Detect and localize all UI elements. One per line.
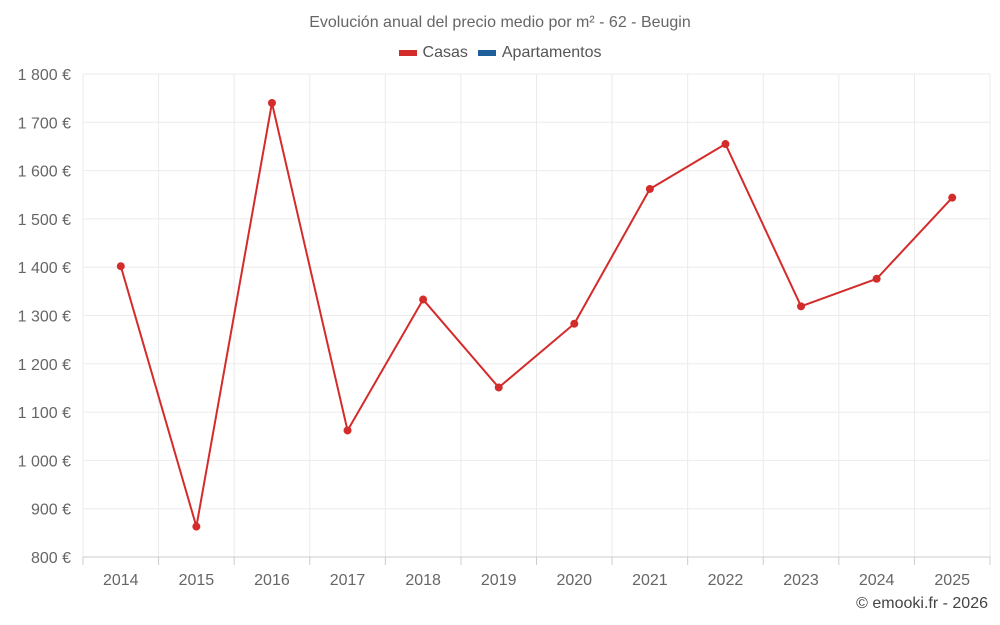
data-point: [948, 193, 957, 202]
y-tick-label: 1 300 €: [18, 309, 71, 326]
legend-label-casas: Casas: [422, 44, 468, 61]
legend: Casas Apartamentos: [0, 44, 1000, 62]
x-tick-label: 2024: [859, 572, 895, 589]
x-tick-label: 2023: [783, 572, 819, 589]
x-tick-label: 2018: [405, 572, 441, 589]
data-point: [494, 383, 503, 392]
legend-item-apartamentos[interactable]: Apartamentos: [477, 44, 602, 62]
data-point: [721, 140, 730, 149]
data-point: [192, 522, 201, 531]
y-tick-label: 1 100 €: [18, 405, 71, 422]
data-point: [570, 319, 579, 328]
x-tick-label: 2017: [330, 572, 366, 589]
data-point: [645, 184, 654, 193]
copyright-footer: © emooki.fr - 2026: [856, 595, 988, 612]
x-tick-label: 2022: [708, 572, 744, 589]
x-tick-label: 2025: [934, 572, 970, 589]
y-tick-label: 1 600 €: [18, 164, 71, 181]
y-tick-label: 800 €: [31, 550, 71, 567]
x-tick-label: 2016: [254, 572, 290, 589]
legend-swatch-apartamentos: [477, 50, 496, 56]
x-tick-label: 2021: [632, 572, 668, 589]
data-point: [797, 302, 806, 311]
x-tick-label: 2019: [481, 572, 517, 589]
data-point: [343, 426, 352, 435]
x-tick-label: 2020: [556, 572, 592, 589]
y-tick-label: 1 500 €: [18, 212, 71, 229]
data-point: [419, 295, 428, 304]
y-tick-label: 1 400 €: [18, 260, 71, 277]
y-tick-label: 1 200 €: [18, 357, 71, 374]
y-tick-label: 1 700 €: [18, 115, 71, 132]
chart-title: Evolución anual del precio medio por m² …: [309, 14, 691, 31]
data-point: [267, 98, 276, 107]
x-tick-label: 2014: [103, 572, 139, 589]
x-tick-label: 2015: [179, 572, 215, 589]
legend-item-casas[interactable]: Casas: [398, 44, 468, 62]
data-point: [872, 274, 881, 283]
legend-swatch-casas: [398, 50, 417, 56]
y-tick-label: 1 800 €: [18, 67, 71, 84]
series-line-casas: [119, 101, 953, 528]
legend-label-apartamentos: Apartamentos: [501, 44, 602, 61]
y-tick-label: 900 €: [31, 502, 71, 519]
data-point: [116, 262, 125, 271]
y-tick-label: 1 000 €: [18, 453, 71, 470]
